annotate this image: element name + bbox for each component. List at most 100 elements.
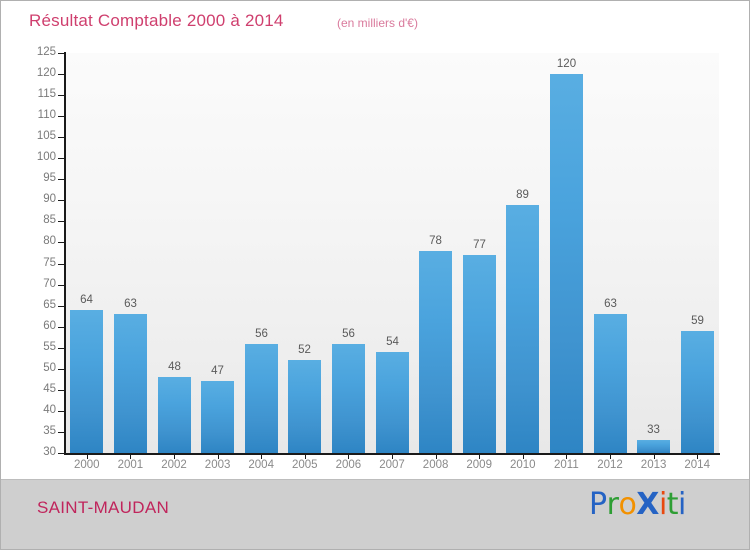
- logo-letter: i: [678, 487, 686, 522]
- bar[interactable]: [201, 381, 234, 453]
- y-axis-tick-label: 70: [43, 277, 56, 290]
- x-axis-tick-label: 2001: [117, 459, 144, 471]
- x-axis-tick: [218, 454, 219, 459]
- x-axis-tick: [566, 454, 567, 459]
- y-axis-tick-label: 105: [36, 130, 56, 143]
- bar-value-label: 64: [80, 293, 93, 306]
- bar-value-label: 59: [691, 314, 704, 327]
- y-axis-tick-label-wrap: 55: [1, 341, 56, 353]
- x-axis-tick-label: 2002: [161, 459, 187, 471]
- bar-value-label: 120: [556, 58, 577, 71]
- y-axis-tick: [58, 326, 65, 328]
- x-axis-tick: [523, 454, 524, 459]
- bar[interactable]: [70, 309, 103, 453]
- x-axis-tick-label: 2007: [379, 459, 405, 471]
- logo-letter: o: [618, 487, 637, 522]
- bar[interactable]: [550, 74, 583, 453]
- y-axis-tick: [58, 242, 65, 244]
- bar[interactable]: [376, 351, 409, 453]
- x-axis-tick-label: 2013: [640, 459, 667, 471]
- x-axis-tick: [174, 454, 175, 459]
- x-axis-tick: [610, 454, 611, 459]
- x-axis-tick: [436, 454, 437, 459]
- y-axis-tick-label: 100: [36, 151, 56, 164]
- logo-letter: t: [666, 487, 679, 522]
- y-axis-tick: [58, 284, 65, 286]
- x-axis-tick: [261, 454, 262, 459]
- y-axis-tick-label: 115: [37, 88, 56, 101]
- y-axis-tick: [58, 137, 65, 139]
- bar[interactable]: [594, 314, 627, 453]
- bar-value-label: 78: [429, 234, 442, 247]
- x-axis-tick-label: 2009: [466, 459, 492, 471]
- x-axis-tick-label: 2000: [74, 459, 100, 471]
- bar[interactable]: [681, 330, 714, 453]
- bar-value-label: 63: [124, 298, 137, 311]
- bar-value-label: 52: [298, 344, 311, 357]
- x-axis-tick-label: 2012: [597, 459, 623, 471]
- proxiti-logo[interactable]: ProXiti: [589, 488, 686, 522]
- y-axis-tick-label-wrap: 115: [1, 88, 56, 100]
- logo-letter: X: [636, 487, 659, 522]
- y-axis-tick-label: 30: [43, 446, 56, 458]
- y-axis-tick: [58, 305, 65, 307]
- y-axis-tick-label-wrap: 125: [1, 46, 56, 58]
- bar[interactable]: [463, 255, 496, 453]
- bar[interactable]: [114, 314, 147, 453]
- y-axis-tick-label: 90: [43, 193, 56, 206]
- y-axis-tick-label-wrap: 60: [1, 320, 56, 332]
- y-axis-tick: [58, 53, 65, 54]
- x-axis-tick: [392, 454, 393, 459]
- y-axis-tick-label: 45: [43, 382, 56, 395]
- y-axis-tick-label-wrap: 65: [1, 299, 56, 311]
- x-axis-tick-label: 2005: [292, 459, 318, 471]
- y-axis-line: [64, 52, 66, 454]
- y-axis-tick: [58, 179, 65, 181]
- bar-value-label: 48: [168, 361, 181, 374]
- x-axis-tick-label: 2006: [335, 459, 362, 471]
- bar[interactable]: [288, 360, 321, 453]
- y-axis-tick-label-wrap: 70: [1, 278, 56, 290]
- bar-value-label: 56: [255, 327, 268, 340]
- x-axis-tick: [479, 454, 480, 459]
- chart-subtitle: (en milliers d'€): [337, 16, 418, 30]
- y-axis-tick: [58, 158, 65, 160]
- y-axis-tick-label-wrap: 30: [1, 446, 56, 458]
- y-axis-tick-label: 40: [43, 403, 56, 416]
- y-axis-tick-label-wrap: 85: [1, 214, 56, 226]
- bar-value-label: 33: [647, 424, 660, 437]
- y-axis-tick-label: 60: [43, 319, 56, 332]
- x-axis-tick-label: 2011: [554, 459, 579, 471]
- y-axis-tick-label-wrap: 120: [1, 67, 56, 79]
- chart-card: Résultat Comptable 2000 à 2014 (en milli…: [1, 1, 749, 479]
- x-axis-tick: [654, 454, 655, 459]
- x-axis-tick: [305, 454, 306, 459]
- y-axis-tick-label-wrap: 95: [1, 172, 56, 184]
- y-axis-tick: [58, 200, 65, 202]
- y-axis-tick-label: 55: [43, 340, 56, 353]
- bar[interactable]: [637, 440, 670, 453]
- bar[interactable]: [245, 343, 278, 453]
- y-axis-tick-label: 65: [43, 298, 56, 311]
- chart-title: Résultat Comptable 2000 à 2014: [29, 11, 284, 30]
- y-axis-tick: [58, 116, 65, 118]
- bar[interactable]: [419, 250, 452, 453]
- y-axis-tick: [58, 368, 65, 370]
- y-axis-tick: [58, 453, 65, 454]
- y-axis-tick: [58, 221, 65, 223]
- y-axis-tick-label: 35: [43, 424, 56, 437]
- logo-letter: P: [589, 487, 607, 522]
- y-axis-tick-label-wrap: 35: [1, 425, 56, 437]
- x-axis-tick: [697, 454, 698, 459]
- bar[interactable]: [506, 204, 539, 453]
- y-axis-tick: [58, 410, 65, 412]
- x-axis-tick-label: 2008: [422, 459, 449, 471]
- bar[interactable]: [158, 377, 191, 453]
- logo-letter: r: [606, 487, 619, 522]
- y-axis-tick-label: 95: [43, 172, 56, 185]
- bar[interactable]: [332, 343, 365, 453]
- x-axis-tick: [87, 454, 88, 459]
- x-axis-tick: [130, 454, 131, 459]
- bar-value-label: 54: [386, 335, 399, 348]
- y-axis-tick: [58, 389, 65, 391]
